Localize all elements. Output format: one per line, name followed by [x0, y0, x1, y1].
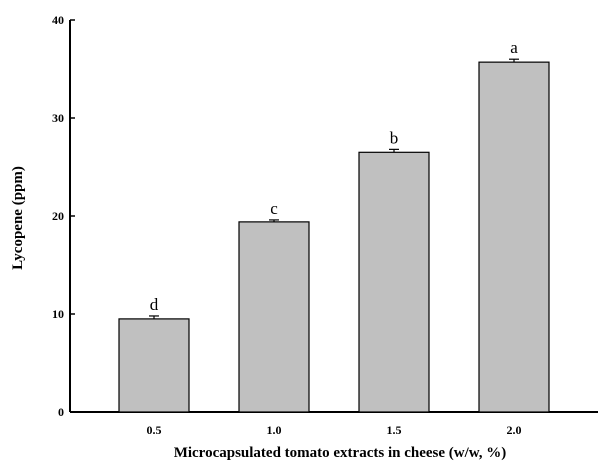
significance-letter: a [510, 38, 518, 57]
x-axis-title: Microcapsulated tomato extracts in chees… [174, 445, 507, 461]
x-tick-label: 1.0 [267, 423, 282, 437]
plot-area: 0 10 20 30 40 0.5 d 1.0 c 1.5 b 2.0 a [52, 13, 598, 437]
y-tick-label: 20 [52, 209, 64, 223]
x-tick-label: 2.0 [507, 423, 522, 437]
y-tick-label: 30 [52, 111, 64, 125]
significance-letter: c [270, 199, 278, 218]
x-tick-label: 1.5 [387, 423, 402, 437]
y-axis-title: Lycopene (ppm) [10, 166, 26, 270]
y-tick-label: 40 [52, 13, 64, 27]
y-tick-label: 10 [52, 307, 64, 321]
significance-letter: d [150, 295, 159, 314]
bar [478, 61, 550, 413]
y-tick-label: 0 [58, 405, 64, 419]
significance-letter: b [390, 128, 399, 147]
bar [358, 151, 430, 413]
bar [118, 318, 190, 413]
bar [238, 221, 310, 413]
x-tick-label: 0.5 [147, 423, 162, 437]
